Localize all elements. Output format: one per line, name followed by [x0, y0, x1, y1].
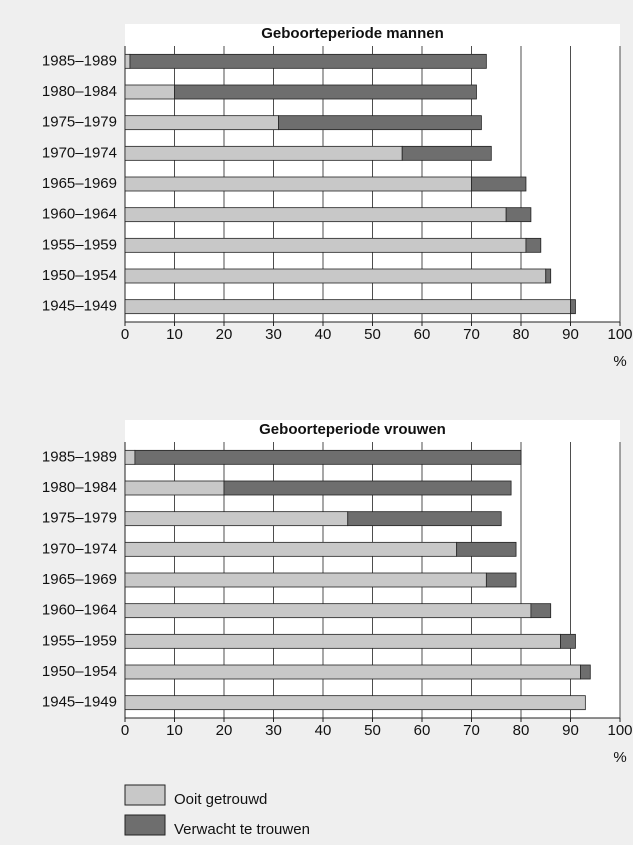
x-tick-label: 100 [607, 326, 632, 343]
chart-title: Geboorteperiode mannen [261, 25, 444, 42]
x-tick-label: 40 [315, 722, 332, 739]
bar-segment [129, 53, 487, 69]
x-tick-label: 10 [166, 722, 183, 739]
x-tick-label: 30 [265, 326, 282, 343]
x-tick-label: 80 [513, 326, 530, 343]
x-tick-label: 30 [265, 722, 282, 739]
y-tick-label: 1945–1949 [42, 298, 117, 315]
x-axis-label: % [613, 749, 626, 766]
chart-title: Geboorteperiode vrouwen [259, 421, 446, 438]
x-tick-label: 40 [315, 326, 332, 343]
bar-segment [223, 480, 512, 496]
bar-segment [124, 541, 458, 557]
y-tick-label: 1960–1964 [42, 602, 117, 619]
y-tick-label: 1970–1974 [42, 144, 117, 161]
bar-segment [401, 145, 492, 161]
y-tick-label: 1950–1954 [42, 267, 117, 284]
x-tick-label: 50 [364, 326, 381, 343]
x-tick-label: 80 [513, 722, 530, 739]
y-tick-label: 1975–1979 [42, 510, 117, 527]
x-tick-label: 70 [463, 722, 480, 739]
bar-segment [124, 511, 349, 527]
y-tick-label: 1985–1989 [42, 448, 117, 465]
bar-segment [124, 449, 136, 465]
legend-swatch [124, 814, 166, 836]
y-tick-label: 1980–1984 [42, 479, 117, 496]
bar-segment [525, 237, 542, 253]
x-tick-label: 50 [364, 722, 381, 739]
y-tick-label: 1970–1974 [42, 540, 117, 557]
x-tick-label: 70 [463, 326, 480, 343]
x-tick-label: 20 [216, 722, 233, 739]
bar-segment [530, 603, 552, 619]
y-tick-label: 1955–1959 [42, 236, 117, 253]
legend-swatch [124, 784, 166, 806]
bar-segment [580, 664, 591, 680]
x-tick-label: 20 [216, 326, 233, 343]
bar-segment [124, 480, 225, 496]
bar-segment [124, 572, 487, 588]
x-tick-label: 100 [607, 722, 632, 739]
y-tick-label: 1965–1969 [42, 175, 117, 192]
bar-segment [124, 299, 571, 315]
bar-segment [124, 664, 581, 680]
bar-segment [124, 268, 547, 284]
y-tick-label: 1960–1964 [42, 206, 117, 223]
bar-segment [174, 84, 477, 100]
bar-segment [124, 84, 175, 100]
bar-segment [124, 176, 472, 192]
y-tick-label: 1950–1954 [42, 663, 117, 680]
bar-segment [124, 207, 507, 223]
bar-segment [485, 572, 517, 588]
bar-segment [124, 115, 279, 131]
y-tick-label: 1955–1959 [42, 632, 117, 649]
bar-segment [124, 633, 562, 649]
x-tick-label: 60 [414, 326, 431, 343]
y-tick-label: 1975–1979 [42, 114, 117, 131]
bar-segment [124, 237, 527, 253]
y-tick-label: 1965–1969 [42, 571, 117, 588]
bar-segment [505, 207, 532, 223]
y-tick-label: 1980–1984 [42, 83, 117, 100]
bar-segment [124, 53, 131, 69]
bar-segment [124, 145, 403, 161]
bar-segment [124, 603, 532, 619]
bar-segment [570, 299, 576, 315]
y-tick-label: 1985–1989 [42, 52, 117, 69]
x-tick-label: 60 [414, 722, 431, 739]
bar-segment [545, 268, 552, 284]
x-tick-label: 0 [121, 722, 129, 739]
bar-segment [278, 115, 482, 131]
x-tick-label: 0 [121, 326, 129, 343]
bar-segment [124, 695, 586, 711]
bar-segment [134, 449, 522, 465]
x-tick-label: 10 [166, 326, 183, 343]
x-tick-label: 90 [562, 722, 579, 739]
bar-segment [471, 176, 527, 192]
x-tick-label: 90 [562, 326, 579, 343]
legend-label: Verwacht te trouwen [174, 821, 310, 838]
y-tick-label: 1945–1949 [42, 694, 117, 711]
bar-segment [560, 633, 576, 649]
bar-segment [347, 511, 502, 527]
legend-label: Ooit getrouwd [174, 791, 267, 808]
bar-segment [456, 541, 517, 557]
x-axis-label: % [613, 353, 626, 370]
